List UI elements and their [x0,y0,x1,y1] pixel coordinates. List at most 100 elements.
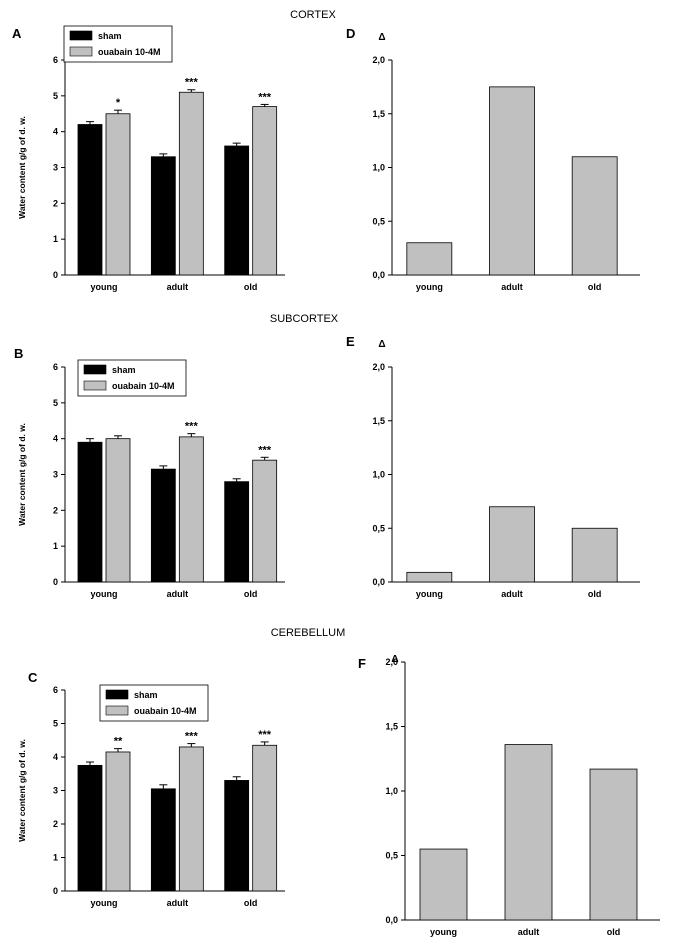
legend-swatch-sham [83,364,107,375]
y-tick-label: 1,0 [372,470,385,480]
bar-sham-adult [150,156,176,276]
y-tick-label: 0 [53,577,58,587]
y-tick-label: 0 [53,270,58,280]
y-axis-label: Water content g/g of d. w. [17,423,27,526]
x-tick-label: young [416,282,443,292]
y-tick-label: 1 [53,853,58,863]
y-tick-label: 0,0 [372,577,385,587]
bar-delta-young [419,848,468,921]
legend-label-ouabain: ouabain 10-4M [98,47,161,57]
x-tick-label: adult [501,282,523,292]
bar-sham-old [224,145,250,276]
bar-sham-adult [150,468,176,583]
bar-delta-young [406,571,453,583]
y-tick-label: 2 [53,198,58,208]
y-tick-label: 3 [53,163,58,173]
bar-delta-adult [504,744,553,921]
y-tick-label: 1,0 [385,786,398,796]
panel-label: B [14,346,23,361]
panel-label: D [346,26,355,41]
y-tick-label: 0 [53,886,58,896]
bar-ouabain-adult [178,91,204,276]
section-title: CORTEX [290,9,336,21]
x-tick-label: old [244,589,258,599]
y-tick-label: 2 [53,819,58,829]
bar-ouabain-young [105,438,131,583]
bar-sham-young [77,441,103,583]
legend-swatch-ouabain [83,380,107,391]
x-tick-label: old [244,898,258,908]
panel-label: E [346,334,355,349]
significance-marker: *** [185,77,199,89]
y-tick-label: 6 [53,685,58,695]
y-axis-label: Δ [391,654,398,665]
x-tick-label: young [416,589,443,599]
y-tick-label: 2,0 [372,362,385,372]
y-tick-label: 1,0 [372,163,385,173]
y-axis-label: Δ [378,32,385,43]
y-tick-label: 3 [53,470,58,480]
legend-label-sham: sham [98,31,122,41]
bar-sham-adult [150,788,176,892]
bar-ouabain-adult [178,746,204,892]
panel-label: F [358,656,366,671]
x-tick-label: adult [501,589,523,599]
legend-swatch-sham [69,30,93,41]
x-tick-label: young [91,282,118,292]
bar-sham-young [77,764,103,892]
y-tick-label: 2,0 [372,55,385,65]
legend-label-ouabain: ouabain 10-4M [112,381,175,391]
significance-marker: *** [185,421,199,433]
y-tick-label: 4 [53,434,58,444]
legend-label-sham: sham [134,690,158,700]
bar-ouabain-young [105,113,131,276]
y-tick-label: 1 [53,234,58,244]
legend-swatch-ouabain [105,705,129,716]
legend-label-ouabain: ouabain 10-4M [134,706,197,716]
y-tick-label: 1 [53,541,58,551]
y-tick-label: 0,0 [385,915,398,925]
bar-delta-young [406,242,453,276]
bar-delta-old [571,527,618,583]
y-tick-label: 1,5 [372,109,385,119]
bar-sham-young [77,124,103,276]
y-tick-label: 3 [53,786,58,796]
bar-delta-adult [489,506,535,583]
bar-ouabain-adult [178,436,204,583]
y-tick-label: 5 [53,719,58,729]
x-tick-label: young [91,898,118,908]
y-tick-label: 5 [53,398,58,408]
x-tick-label: adult [167,898,189,908]
y-tick-label: 0,5 [385,851,398,861]
significance-marker: *** [258,729,272,741]
significance-marker: *** [258,444,272,456]
y-tick-label: 6 [53,362,58,372]
y-tick-label: 2 [53,505,58,515]
y-tick-label: 0,0 [372,270,385,280]
bar-sham-old [224,481,250,583]
x-tick-label: young [430,927,457,937]
y-tick-label: 6 [53,55,58,65]
bar-ouabain-young [105,751,131,892]
y-tick-label: 0,5 [372,216,385,226]
section-title: CEREBELLUM [271,627,346,639]
y-tick-label: 5 [53,91,58,101]
legend-label-sham: sham [112,365,136,375]
y-tick-label: 1,5 [385,722,398,732]
bar-delta-old [571,156,618,276]
legend-swatch-ouabain [69,46,93,57]
significance-marker: * [116,97,121,109]
x-tick-label: young [91,589,118,599]
panel-label: C [28,670,38,685]
y-axis-label: Water content g/g of d. w. [17,739,27,842]
x-tick-label: old [607,927,621,937]
bar-ouabain-old [252,744,278,892]
y-tick-label: 2,0 [385,657,398,667]
y-tick-label: 4 [53,127,58,137]
bar-ouabain-old [252,459,278,583]
section-title: SUBCORTEX [270,313,339,325]
y-axis-label: Δ [378,339,385,350]
significance-marker: *** [185,731,199,743]
y-tick-label: 0,5 [372,523,385,533]
